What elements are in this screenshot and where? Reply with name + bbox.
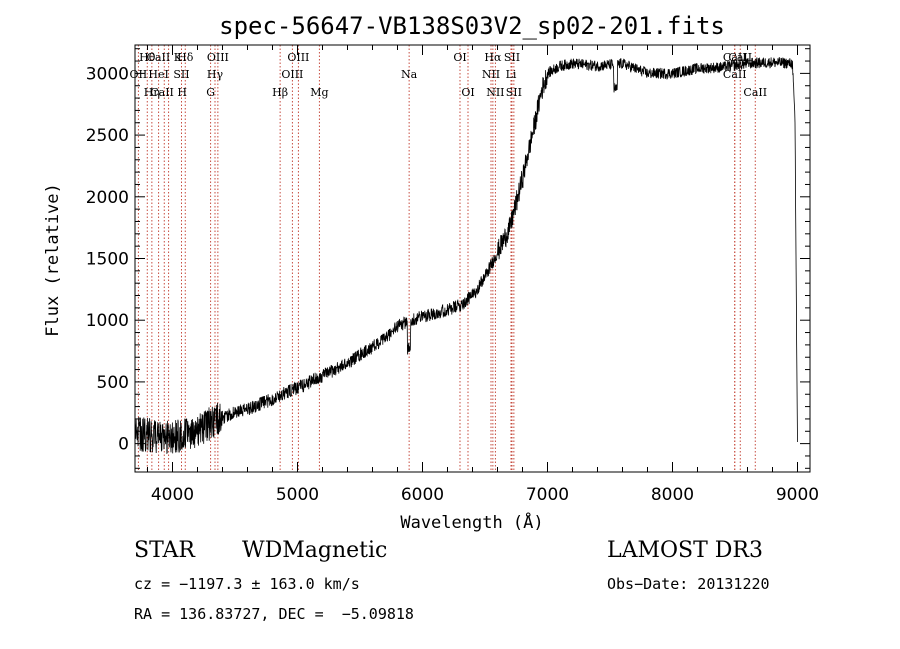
line-label-10: G	[206, 86, 215, 99]
emission-line-markers	[137, 45, 756, 472]
y-tick-label-500: 500	[97, 373, 129, 393]
chart-title: spec-56647-VB138S03V2_sp02-201.fits	[219, 12, 725, 40]
line-label-26: CaII	[723, 68, 747, 81]
x-tick-label-9000: 9000	[776, 485, 819, 505]
y-tick-label-1000: 1000	[86, 311, 129, 331]
line-label-19: NII	[482, 68, 500, 81]
line-label-11: Hβ	[272, 86, 288, 99]
line-label-14: Mg	[310, 86, 328, 99]
line-label-5: CaII H	[150, 86, 187, 99]
spectrum-line	[134, 57, 798, 455]
y-tick-label-0: 0	[118, 435, 129, 455]
line-label-24: CaII	[723, 51, 747, 64]
x-tick-label-7000: 7000	[526, 485, 569, 505]
line-label-13: OIII	[281, 68, 303, 81]
y-axis-label: Flux (relative)	[43, 183, 63, 337]
ra-dec-coordinates: RA = 136.83727, DEC = −5.09818	[134, 605, 414, 623]
x-tick-label-8000: 8000	[651, 485, 694, 505]
line-label-6: SII	[173, 68, 189, 81]
x-axis: 4000 5000 6000 7000 8000 9000	[147, 45, 819, 505]
line-label-21: SII	[504, 51, 520, 64]
object-class: STAR	[134, 538, 195, 563]
object-subclass: WDMagnetic	[242, 538, 388, 563]
line-label-12: OIII	[287, 51, 309, 64]
line-label-15: Na	[401, 68, 418, 81]
y-tick-label-3000: 3000	[86, 64, 129, 84]
line-label-3: CaII K	[147, 51, 183, 64]
line-label-22: Li	[506, 68, 517, 81]
line-label-8: OIII	[207, 51, 229, 64]
line-label-18: Hα	[484, 51, 502, 64]
y-tick-label-2500: 2500	[86, 126, 129, 146]
line-label-20: NII	[486, 86, 504, 99]
spectrum-series	[134, 57, 798, 455]
y-tick-label-1500: 1500	[86, 250, 129, 270]
observation-date: Obs−Date: 20131220	[607, 575, 770, 593]
line-label-9: Hγ	[207, 68, 224, 81]
line-label-23: SII	[506, 86, 522, 99]
x-tick-label-5000: 5000	[276, 485, 319, 505]
survey-name: LAMOST DR3	[607, 538, 763, 563]
emission-line-labels: Hθ OII Hη CaII K HeI CaII H SII Hδ OIII Hγ G Hβ OIII…	[130, 51, 768, 99]
line-label-16: OI	[453, 51, 466, 64]
line-label-2: Hη	[144, 86, 160, 99]
line-label-1: OII	[130, 68, 148, 81]
line-label-17: OI	[461, 86, 474, 99]
line-label-27: CaII	[743, 86, 767, 99]
line-label-0: Hθ	[139, 51, 156, 64]
redshift-cz: cz = −1197.3 ± 163.0 km/s	[134, 575, 360, 593]
line-label-7: Hδ	[177, 51, 194, 64]
y-tick-label-2000: 2000	[86, 188, 129, 208]
y-axis: 0 500 1000 1500 2000 2500 3000	[86, 48, 810, 469]
x-axis-label: Wavelength (Å)	[400, 511, 543, 533]
x-tick-label-6000: 6000	[401, 485, 444, 505]
line-label-4: HeI	[148, 68, 168, 81]
x-tick-label-4000: 4000	[151, 485, 194, 505]
plot-frame	[134, 44, 811, 473]
